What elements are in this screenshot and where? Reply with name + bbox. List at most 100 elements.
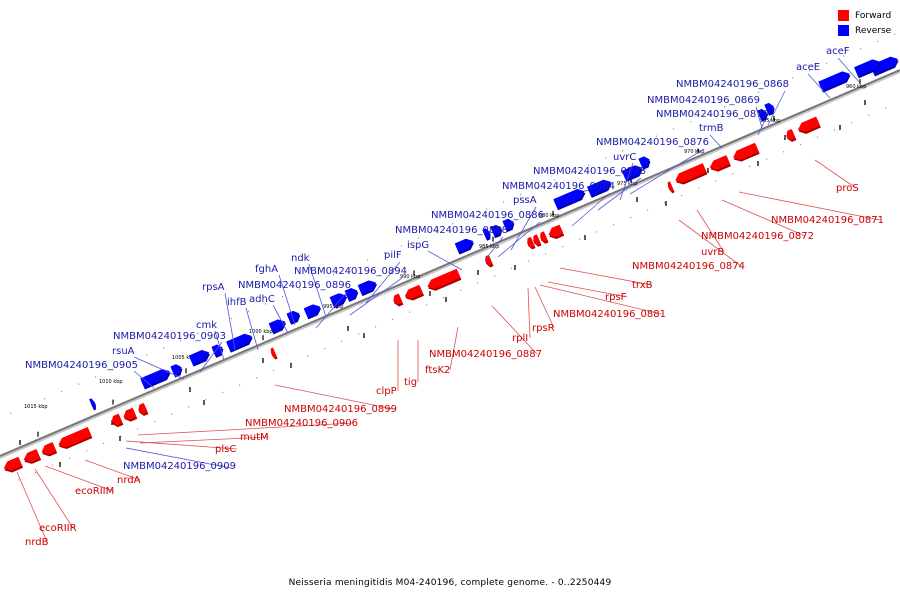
gene-arrow-body (454, 238, 474, 253)
reverse-gene-label: NMBM04240196_0876 (596, 137, 709, 148)
reverse-gene-label: rsuA (112, 346, 135, 357)
reverse-callout-line (629, 148, 705, 195)
forward-callout-line (125, 440, 238, 450)
guide-dot (341, 340, 343, 342)
gene-arrow-body (757, 108, 767, 120)
forward-gene-label: proS (836, 183, 859, 194)
gene-arrow-body (764, 102, 774, 114)
guide-dot (52, 464, 54, 466)
guide-dot (350, 266, 352, 269)
guide-dot (307, 355, 309, 357)
gene-arrow-body (226, 333, 252, 351)
gene-arrow-body (23, 448, 41, 463)
gene-arrow-reverse (344, 287, 359, 302)
guide-dot (622, 150, 624, 152)
reverse-callout-line (497, 221, 541, 258)
backbone-shadow (0, 70, 900, 459)
gene-arrow-forward (527, 236, 536, 250)
guide-dot (511, 267, 513, 270)
gene-arrow-forward (540, 231, 549, 244)
reverse-gene-label: trmB (699, 123, 724, 134)
guide-dot (299, 288, 301, 290)
guide-dot (282, 296, 284, 298)
reverse-callout-line (757, 119, 766, 136)
gene-arrow-reverse (490, 224, 503, 239)
forward-callout-line (449, 326, 459, 371)
guide-dot (375, 326, 377, 328)
gene-arrow-body (188, 350, 210, 365)
gene-arrow-body (548, 224, 564, 238)
axis-tick-label: 1010 kbp (99, 379, 123, 385)
forward-callout-line (137, 422, 354, 436)
gene-arrow-body (540, 231, 548, 242)
guide-dot (460, 289, 462, 291)
guide-dot (698, 187, 700, 189)
guide-dot (851, 122, 853, 124)
reverse-gene-label: ndk (291, 253, 310, 264)
reverse-gene-label: aceF (826, 46, 850, 57)
legend-forward-label: Forward (855, 10, 892, 21)
guide-dot (256, 377, 258, 379)
gene-arrow-reverse (226, 333, 253, 353)
guide-dot (520, 193, 522, 196)
forward-gene-label: tig (404, 377, 417, 388)
guide-dot (409, 311, 411, 313)
guide-dot (809, 70, 811, 72)
reverse-gene-label: NMBM04240196_0896 (238, 280, 351, 291)
guide-dot (724, 106, 726, 108)
gene-arrow-body (344, 287, 358, 300)
guide-dot (180, 339, 182, 341)
guide-dot (613, 224, 615, 226)
forward-callout-line (34, 468, 74, 529)
reverse-gene-label: ihfB (227, 297, 247, 308)
forward-callout-line (738, 191, 881, 221)
reverse-callout-line (619, 162, 634, 201)
forward-callout-line (274, 384, 394, 410)
guide-dot (163, 347, 165, 349)
gene-arrow-body (393, 293, 403, 305)
forward-gene-label: NMBM04240196_0906 (245, 418, 358, 429)
gene-arrow-body (553, 188, 585, 209)
forward-gene-label: rpsF (605, 292, 627, 303)
gene-arrow-reverse (268, 319, 287, 335)
reverse-gene-label: pilF (384, 250, 402, 261)
guide-dot (528, 260, 530, 262)
reverse-callout-line (224, 292, 236, 351)
gene-arrow-forward (41, 442, 58, 457)
guide-dot (647, 209, 649, 211)
gene-arrow-reverse (303, 304, 322, 320)
gene-arrow-body (482, 228, 490, 239)
gene-arrow-reverse (818, 71, 851, 93)
guide-dot (392, 318, 394, 321)
guide-dot (843, 55, 845, 57)
gene-arrow-body (638, 156, 650, 168)
guide-dot (860, 48, 862, 50)
reverse-callout-line (837, 57, 861, 84)
forward-gene-label: ecoRIIR (39, 523, 77, 534)
guide-dot (333, 274, 335, 276)
legend-reverse: Reverse (838, 23, 891, 38)
gene-arrow-body (89, 398, 96, 409)
gene-arrow-forward (270, 347, 278, 360)
reverse-callout-line (272, 304, 289, 334)
guide-dot (477, 282, 479, 284)
gene-arrow-body (675, 163, 707, 183)
guide-dot (205, 399, 207, 401)
axis-tick-label: 1005 kbp (172, 355, 196, 361)
guide-dot (452, 223, 454, 225)
forward-callout-line (534, 286, 555, 329)
gene-arrow-forward (404, 284, 425, 301)
guide-dot (154, 420, 156, 423)
gene-arrow-body (818, 71, 850, 91)
forward-swatch (838, 10, 849, 21)
gene-arrow-body (786, 129, 796, 141)
reverse-gene-label: NMBM04240196_0894 (294, 266, 407, 277)
reverse-callout-line (278, 274, 296, 326)
guide-dot (129, 361, 131, 363)
reverse-callout-line (571, 192, 611, 227)
reverse-callout-line (133, 356, 185, 380)
reverse-gene-label: fghA (255, 264, 278, 275)
gene-arrow-body (527, 236, 535, 248)
gene-arrow-body (427, 268, 461, 289)
